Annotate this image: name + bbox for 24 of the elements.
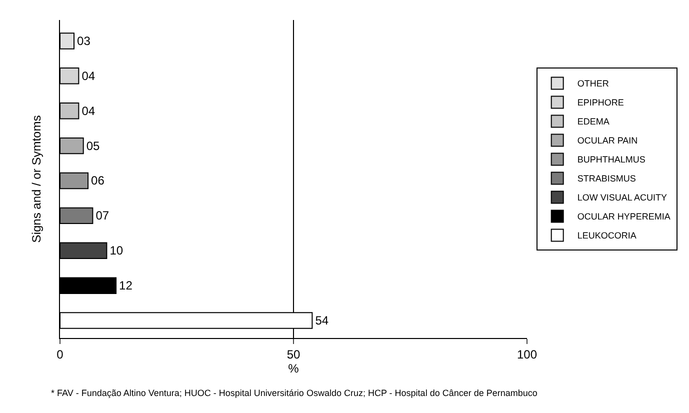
legend-label: STRABISMUS xyxy=(577,174,636,184)
legend-label: OCULAR PAIN xyxy=(577,136,638,146)
text: 04 xyxy=(82,104,96,118)
x-tick-label: 0 xyxy=(56,347,64,362)
legend-label: LEUKOCORIA xyxy=(577,230,636,241)
x-tick-label: 100 xyxy=(516,347,538,362)
legend-label: OTHER xyxy=(577,78,610,89)
text: 04 xyxy=(82,68,96,83)
text: 12 xyxy=(119,278,132,293)
legend-label: EPIPHORE xyxy=(577,98,624,108)
text: * FAV - Fundação Altino Ventura; HUOC - Hospital Universitário Oswaldo Cruz; HCP - Hospital do Câncer de Pernambuco xyxy=(51,388,538,398)
y-axis-title: Signs and / or Symtoms xyxy=(29,115,44,243)
text: 06 xyxy=(91,174,104,188)
x-axis-title: % xyxy=(288,361,300,376)
x-tick-label: 50 xyxy=(286,347,300,362)
text: 10 xyxy=(110,244,124,258)
text: 54 xyxy=(315,314,329,328)
legend-label: OCULAR HYPEREMIA xyxy=(577,212,670,222)
legend-label: BUPHTHALMUS xyxy=(577,154,646,165)
legend-label: LOW VISUAL ACUITY xyxy=(577,192,668,203)
legend-label: EDEMA xyxy=(577,116,610,127)
text: 05 xyxy=(86,138,100,153)
text: 03 xyxy=(77,34,90,48)
text: 07 xyxy=(96,208,110,223)
